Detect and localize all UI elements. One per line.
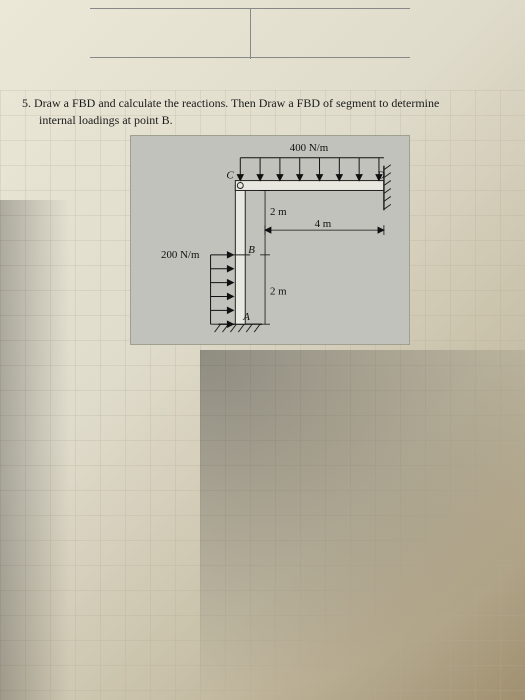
top-load-arrows	[237, 158, 384, 181]
question-line1: Draw a FBD and calculate the reactions. …	[34, 96, 439, 110]
question-number: 5.	[22, 96, 31, 110]
fbd-diagram: 2 m 2 m 4 m C D B A 400 N/m 2	[130, 135, 410, 345]
left-load-arrows	[211, 252, 234, 327]
top-load-label: 400 N/m	[290, 142, 329, 154]
dim-vert-lower	[260, 255, 270, 324]
joint-c	[237, 183, 243, 189]
dim-vert-lower-label: 2 m	[270, 285, 287, 297]
left-load-label: 200 N/m	[161, 249, 200, 261]
label-d: D	[376, 170, 385, 182]
dim-vert-upper	[260, 190, 270, 254]
label-a: A	[242, 311, 250, 323]
label-b: B	[248, 244, 255, 256]
header-table	[90, 8, 410, 58]
dim-horiz-label: 4 m	[315, 218, 332, 230]
horizontal-beam	[235, 181, 384, 191]
question-line2: internal loadings at point B.	[39, 112, 507, 129]
roller-d	[384, 165, 391, 211]
label-c: C	[226, 170, 234, 182]
ground-support	[215, 324, 263, 332]
diagram-svg: 2 m 2 m 4 m C D B A 400 N/m 2	[131, 136, 409, 344]
dim-vert-upper-label: 2 m	[270, 206, 287, 218]
question-text: 5. Draw a FBD and calculate the reaction…	[22, 95, 507, 129]
page: 5. Draw a FBD and calculate the reaction…	[0, 0, 525, 700]
